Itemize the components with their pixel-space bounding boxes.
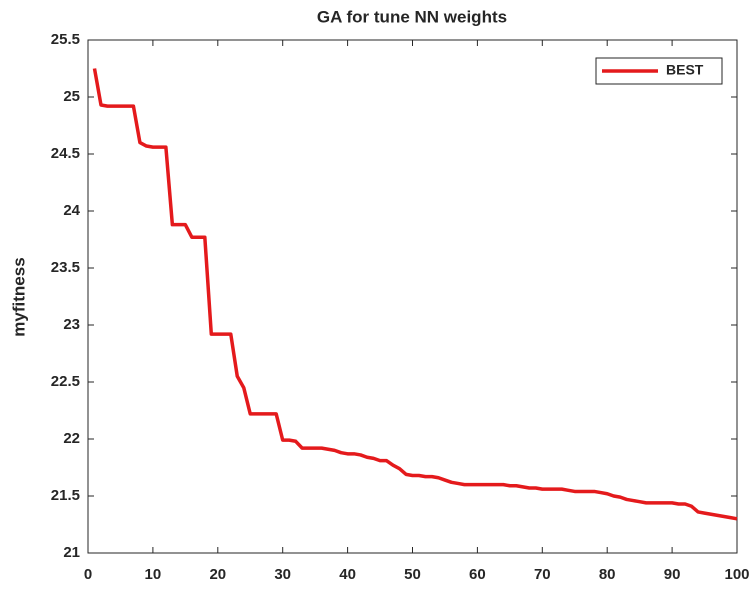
y-tick-label: 22.5 [51, 373, 80, 390]
y-tick-label: 25.5 [51, 31, 80, 48]
y-tick-label: 22 [63, 430, 80, 447]
x-tick-label: 60 [469, 566, 486, 583]
legend-label: BEST [666, 62, 704, 78]
x-tick-label: 70 [534, 566, 551, 583]
y-tick-label: 23.5 [51, 259, 80, 276]
x-tick-label: 20 [209, 566, 226, 583]
y-tick-label: 21 [63, 544, 80, 561]
x-tick-label: 80 [599, 566, 616, 583]
x-tick-label: 30 [274, 566, 291, 583]
y-tick-label: 24.5 [51, 145, 80, 162]
y-axis-label: myfitness [9, 257, 28, 336]
x-tick-label: 0 [84, 566, 92, 583]
y-tick-label: 25 [63, 88, 80, 105]
chart-title: GA for tune NN weights [317, 7, 507, 26]
line [92, 68, 738, 521]
x-tick-label: 50 [404, 566, 421, 583]
x-tick-label: 90 [664, 566, 681, 583]
x-tick-label: 100 [724, 566, 749, 583]
y-tick-label: 21.5 [51, 487, 80, 504]
x-tick-label: 40 [339, 566, 356, 583]
y-tick-label: 23 [63, 316, 80, 333]
y-tick-label: 24 [63, 202, 80, 219]
plot-area [87, 39, 738, 554]
x-tick-label: 10 [145, 566, 162, 583]
